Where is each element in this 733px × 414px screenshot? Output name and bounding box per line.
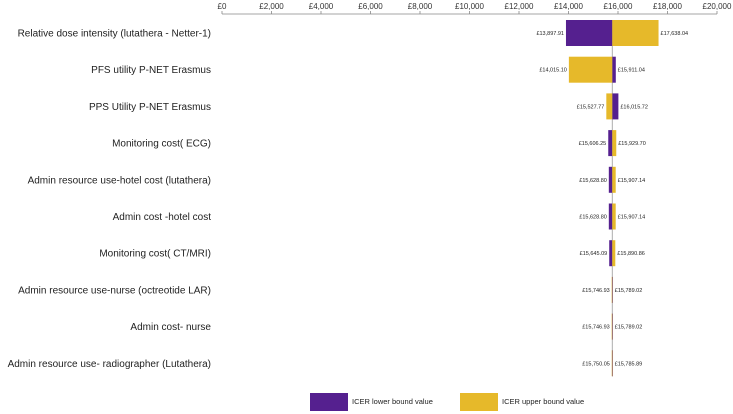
upper-bound-bar: [611, 350, 613, 377]
data-label: £15,911.04: [618, 68, 645, 74]
data-label: £15,929.70: [618, 141, 646, 147]
data-label: £15,746.93: [582, 288, 610, 294]
bars: £13,897.91 £17,638.04 £14,015.10 £15,911.04…: [536, 20, 689, 377]
category-label: Admin cost- nurse: [130, 322, 211, 333]
lower-bound-bar: [608, 203, 613, 230]
data-label: £17,638.04: [661, 31, 689, 37]
x-tick-label: £2,000: [259, 2, 284, 11]
x-tick-label: £4,000: [309, 2, 334, 11]
data-label: £15,606.25: [579, 141, 607, 147]
data-label: £15,785.89: [615, 361, 643, 367]
data-label: £15,907.14: [618, 178, 646, 184]
lower-bound-bar: [612, 350, 613, 377]
category-label: Admin resource use- radiographer (Lutath…: [8, 359, 211, 370]
upper-bound-bar: [606, 93, 613, 120]
data-label: £15,628.80: [579, 178, 607, 184]
category-label: Admin resource use-nurse (octreotide LAR…: [18, 285, 211, 296]
x-tick-label: £12,000: [505, 2, 534, 11]
upper-bound-bar: [611, 313, 613, 340]
upper-bound-bar: [611, 276, 613, 303]
upper-bound-bar: [612, 20, 659, 46]
category-label: PFS utility P-NET Erasmus: [91, 65, 211, 76]
upper-bound-bar: [612, 203, 616, 230]
lower-bound-bar: [608, 130, 613, 157]
upper-bound-bar: [568, 56, 613, 83]
data-label: £15,750.05: [582, 361, 610, 367]
category-label: Monitoring cost( CT/MRI): [99, 249, 211, 260]
lower-bound-bar: [565, 20, 613, 46]
x-tick-label: £18,000: [653, 2, 682, 11]
x-tick-label: £10,000: [455, 2, 484, 11]
data-label: £15,527.77: [577, 104, 605, 110]
data-label: £15,789.02: [615, 288, 643, 294]
data-label: £15,789.02: [615, 325, 643, 331]
upper-bound-bar: [612, 166, 616, 193]
lower-bound-bar: [612, 56, 616, 83]
data-label: £15,746.93: [582, 325, 610, 331]
legend: ICER lower bound value ICER upper bound v…: [310, 393, 584, 411]
category-label: Monitoring cost( ECG): [112, 139, 211, 150]
lower-bound-bar: [608, 166, 613, 193]
x-tick-label: £14,000: [554, 2, 583, 11]
upper-bound-bar: [612, 240, 616, 267]
x-tick-label: £20,000: [703, 2, 732, 11]
legend-swatch-upper: [460, 393, 498, 411]
data-label: £15,907.14: [618, 215, 646, 221]
data-label: £16,015.72: [620, 104, 648, 110]
category-labels: Relative dose intensity (lutathera - Net…: [8, 29, 212, 370]
legend-label: ICER lower bound value: [352, 397, 433, 406]
category-label: Admin cost -hotel cost: [113, 212, 212, 223]
lower-bound-bar: [609, 240, 613, 267]
legend-label: ICER upper bound value: [502, 397, 584, 406]
lower-bound-bar: [612, 93, 619, 120]
data-label: £15,890.86: [617, 251, 645, 257]
x-tick-label: £6,000: [358, 2, 383, 11]
category-label: PPS Utility P-NET Erasmus: [89, 102, 211, 113]
lower-bound-bar: [612, 313, 613, 340]
upper-bound-bar: [612, 130, 617, 157]
data-label: £15,628.80: [579, 215, 607, 221]
category-label: Relative dose intensity (lutathera - Net…: [18, 29, 211, 40]
data-label: £14,015.10: [539, 68, 567, 74]
x-tick-label: £8,000: [408, 2, 433, 11]
data-label: £13,897.91: [536, 31, 564, 37]
x-axis: £0 £2,000 £4,000 £6,000 £8,000 £10,000 £12,000…: [218, 2, 732, 15]
lower-bound-bar: [612, 276, 613, 303]
data-label: £15,645.09: [580, 251, 608, 257]
x-tick-label: £0: [218, 2, 227, 11]
x-tick-label: £16,000: [604, 2, 633, 11]
legend-swatch-lower: [310, 393, 348, 411]
category-label: Admin resource use-hotel cost (lutathera…: [28, 175, 211, 186]
